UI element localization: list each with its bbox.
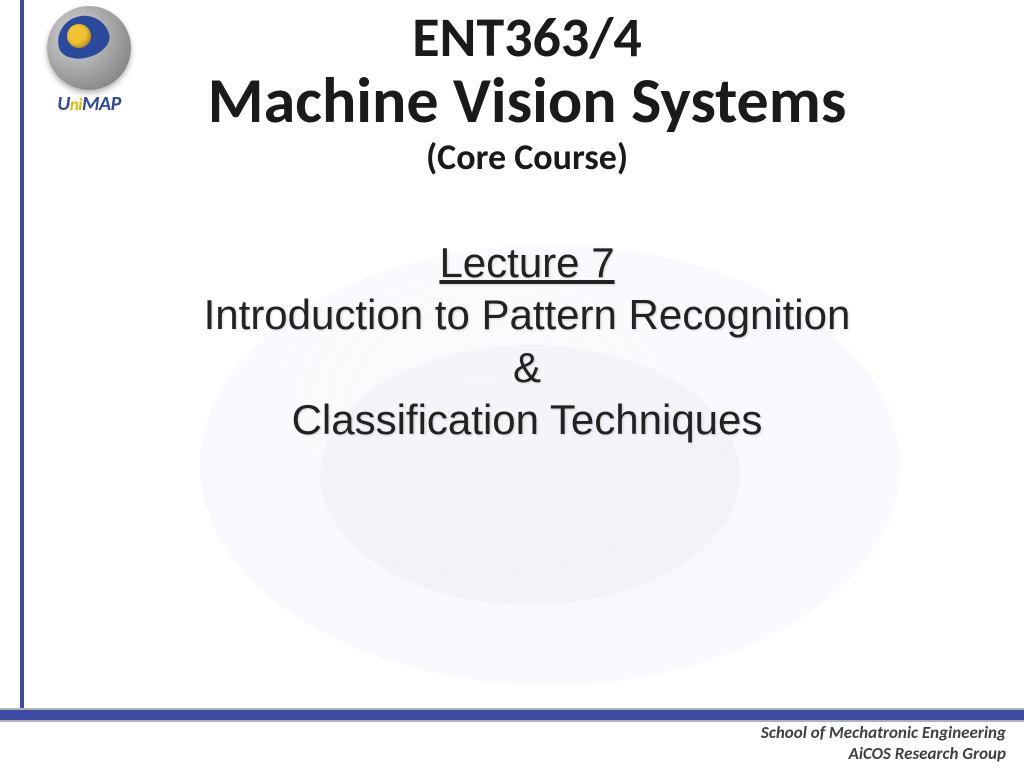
slide-content: ENT363/4 Machine Vision Systems (Core Co… xyxy=(60,10,994,447)
lecture-title: Introduction to Pattern Recognition & Cl… xyxy=(60,289,994,447)
lecture-line-2: Classification Techniques xyxy=(292,396,763,443)
footer-area: School of Mechatronic Engineering AiCOS … xyxy=(0,722,1024,768)
course-subtitle: (Core Course) xyxy=(60,135,994,179)
footer-accent-band xyxy=(0,708,1024,722)
footer-text: School of Mechatronic Engineering AiCOS … xyxy=(761,723,1006,764)
lecture-block: Lecture 7 Introduction to Pattern Recogn… xyxy=(60,239,994,447)
lecture-line-1: Introduction to Pattern Recognition xyxy=(204,291,851,338)
vertical-accent-line xyxy=(20,0,24,708)
course-code: ENT363/4 xyxy=(60,10,994,66)
course-title: Machine Vision Systems xyxy=(60,68,994,135)
lecture-amp: & xyxy=(513,344,541,391)
footer-line-2: AiCOS Research Group xyxy=(849,743,1006,764)
lecture-number: Lecture 7 xyxy=(60,239,994,287)
footer-line-1: School of Mechatronic Engineering xyxy=(761,722,1006,743)
